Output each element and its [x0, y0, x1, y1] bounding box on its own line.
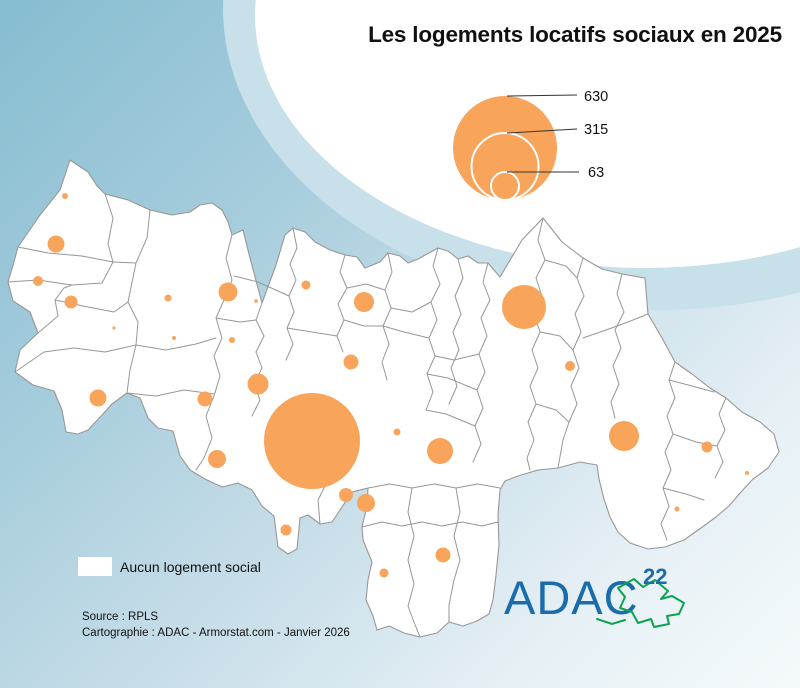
- cartography-line: Cartographie : ADAC - Armorstat.com - Ja…: [82, 627, 350, 639]
- commune-bubble: [745, 471, 749, 475]
- commune-bubble: [357, 494, 375, 512]
- commune-bubble: [565, 361, 575, 371]
- commune-bubble: [112, 326, 116, 330]
- no-housing-swatch: [78, 557, 112, 576]
- commune-bubble: [701, 441, 713, 453]
- page-title: Les logements locatifs sociaux en 2025: [368, 22, 782, 47]
- commune-bubble: [435, 547, 451, 563]
- commune-bubble: [64, 295, 78, 309]
- commune-bubble: [229, 337, 235, 343]
- commune-bubble: [218, 282, 238, 302]
- commune-bubble: [172, 336, 176, 340]
- commune-bubble: [47, 235, 65, 253]
- commune-bubble: [164, 294, 172, 302]
- legend-value: 63: [588, 165, 604, 181]
- legend-circle: [490, 171, 520, 201]
- legend-leader-line: [506, 94, 578, 97]
- commune-bubble: [379, 568, 389, 578]
- commune-bubble: [247, 373, 269, 395]
- legend-value: 630: [584, 89, 608, 105]
- territory-outline: [7, 159, 780, 638]
- source-line: Source : RPLS: [82, 611, 158, 623]
- commune-bubble: [502, 285, 546, 329]
- commune-bubble: [427, 438, 453, 464]
- commune-bubble: [280, 524, 292, 536]
- commune-bubble: [354, 292, 374, 312]
- commune-bubble: [208, 450, 226, 468]
- commune-bubble: [264, 393, 360, 489]
- legend-leader-line: [506, 128, 578, 134]
- commune-bubble: [674, 506, 680, 512]
- commune-bubble: [62, 193, 68, 199]
- adac-logo-text: ADAC: [504, 571, 639, 624]
- adac-logo-department-outline-icon: [617, 578, 685, 628]
- adac-logo: ADAC 22: [504, 564, 685, 628]
- commune-bubble: [343, 354, 359, 370]
- commune-bubble: [33, 276, 43, 286]
- size-legend: 630 315 63: [453, 89, 608, 201]
- commune-bubble: [301, 280, 311, 290]
- commune-bubble: [89, 389, 107, 407]
- source-credits: Source : RPLS Cartographie : ADAC - Armo…: [82, 611, 350, 639]
- no-housing-label: Aucun logement social: [120, 559, 261, 575]
- commune-bubble: [254, 299, 258, 303]
- adac-logo-green-underline-icon: [596, 618, 626, 626]
- no-housing-legend: Aucun logement social: [78, 557, 261, 576]
- commune-bubble: [609, 421, 639, 451]
- commune-bubble: [197, 391, 213, 407]
- commune-bubble: [339, 488, 353, 502]
- adac-logo-number: 22: [643, 564, 667, 589]
- legend-value: 315: [584, 122, 608, 138]
- commune-boundaries: [7, 193, 727, 638]
- commune-bubble: [393, 428, 401, 436]
- housing-bubbles: [33, 193, 749, 578]
